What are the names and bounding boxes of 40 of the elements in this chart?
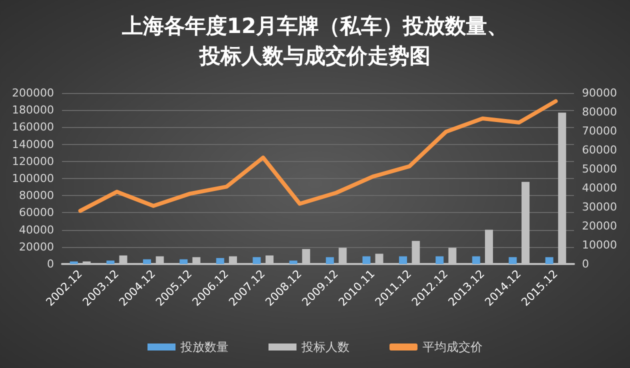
bar	[545, 257, 554, 264]
bar	[436, 256, 444, 264]
y-tick-label: 120000	[12, 154, 54, 168]
y2-tick-label: 80000	[582, 106, 617, 118]
y-tick-label: 200000	[12, 86, 54, 100]
y-tick-label: 100000	[12, 172, 54, 185]
y2-tick-label: 60000	[582, 144, 617, 156]
bar	[289, 260, 298, 264]
bar	[326, 257, 334, 264]
y2-tick-label: 40000	[582, 182, 617, 194]
y-tick-label: 40000	[19, 223, 54, 236]
bar	[508, 257, 517, 264]
legend-label: 投标人数	[300, 340, 350, 354]
y2-tick-label: 90000	[582, 86, 617, 100]
y2-tick-label: 20000	[582, 220, 617, 232]
line-series	[78, 99, 558, 213]
bar	[362, 256, 370, 264]
y2-tick-label: 10000	[582, 238, 617, 252]
y2-tick-label: 0	[582, 258, 589, 270]
y2-tick-label: 30000	[582, 200, 617, 214]
y-tick-label: 0	[47, 258, 54, 270]
y-tick-label: 140000	[12, 138, 54, 151]
bar	[180, 259, 188, 264]
y2-tick-label: 70000	[582, 124, 617, 138]
y-tick-label: 80000	[19, 189, 54, 202]
bar	[399, 256, 408, 264]
bar	[472, 256, 480, 264]
legend-label: 平均成交价	[422, 340, 482, 354]
y2-tick-label: 50000	[582, 162, 617, 176]
bar	[216, 258, 224, 264]
y-tick-label: 20000	[19, 240, 54, 254]
y-tick-label: 60000	[19, 206, 54, 220]
y-tick-label: 180000	[12, 104, 54, 117]
bar	[143, 259, 152, 264]
chart-title: 上海各年度12月车牌（私车）投放数量、投标人数与成交价走势图	[120, 14, 508, 68]
bar	[106, 260, 114, 264]
bar	[252, 257, 261, 264]
legend-label: 投放数量	[180, 340, 228, 354]
bar	[70, 261, 78, 264]
y-tick-label: 160000	[12, 120, 54, 134]
